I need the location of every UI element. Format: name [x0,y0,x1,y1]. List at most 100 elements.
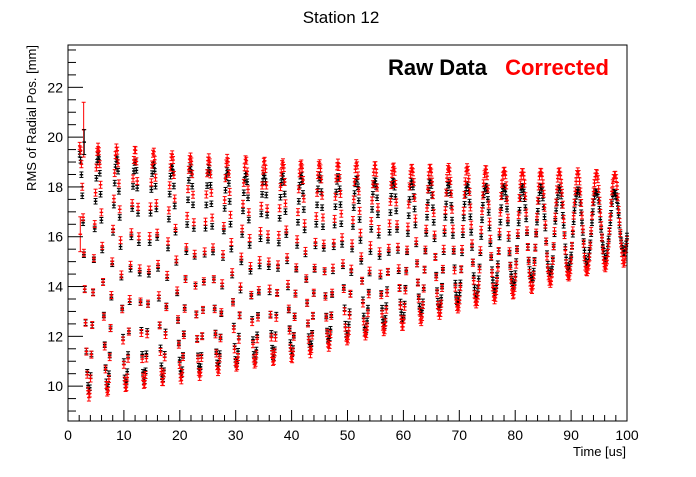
data-point-corrected [448,176,453,185]
data-point-corrected [479,225,484,234]
data-point-corrected [477,265,482,274]
data-point-corrected [460,224,465,233]
data-point-corrected [280,158,285,167]
data-point-raw-data [579,209,584,216]
x-tick-label: 60 [396,427,412,443]
data-point-corrected [77,141,82,150]
data-point-corrected [156,259,161,268]
data-point-corrected [318,164,323,173]
data-point-corrected [91,254,96,263]
data-point-corrected [283,199,288,208]
data-point-corrected [197,372,202,381]
data-point-corrected [392,167,397,176]
data-point-corrected [323,292,328,301]
data-point-corrected [111,194,116,203]
data-point-corrected [311,288,316,297]
data-point-corrected [235,362,240,371]
data-point-raw-data [487,224,492,232]
data-point-raw-data [147,239,152,246]
data-point-corrected [254,350,259,359]
data-point-corrected [205,169,210,178]
data-point-corrected [86,393,91,402]
data-point-raw-data [277,215,282,222]
data-point-corrected [530,286,535,294]
data-point-corrected [413,214,418,223]
data-point-raw-data [260,191,265,198]
data-point-corrected [415,278,420,287]
data-point-corrected [424,224,429,233]
data-point-corrected [202,247,207,256]
data-point-raw-data [444,200,449,208]
data-point-corrected [159,367,164,376]
data-point-corrected [220,250,225,259]
data-point-corrected [515,245,520,254]
data-point-corrected [370,196,375,205]
data-point-corrected [96,142,101,151]
data-point-raw-data [376,231,381,239]
data-point-corrected [495,276,500,285]
data-point-corrected [497,227,502,236]
data-point-raw-data [208,181,213,189]
data-point-corrected [259,201,264,210]
data-point-corrected [184,243,189,252]
data-point-corrected [608,212,613,221]
data-point-raw-data [357,216,362,223]
data-point-corrected [226,169,231,178]
data-point-corrected [336,163,341,171]
data-point-corrected [506,231,511,240]
data-point-corrected [214,349,219,358]
data-point-corrected [244,156,249,165]
data-point-corrected [230,268,235,277]
data-point-corrected [275,260,280,269]
data-point-corrected [186,165,191,174]
data-point-raw-data [573,198,578,206]
data-point-corrected [245,167,250,176]
data-point-corrected [567,271,572,280]
data-point-corrected [569,241,574,250]
data-point-corrected [393,180,398,189]
data-point-corrected [321,239,326,248]
data-point-corrected [530,281,535,290]
data-point-corrected [112,169,117,178]
y-tick-label: 22 [47,79,63,95]
data-point-raw-data [129,233,134,241]
data-point-corrected [609,187,614,196]
data-point-raw-data [375,211,380,218]
data-point-corrected [385,288,390,297]
data-point-corrected [315,188,320,197]
data-point-corrected [166,206,171,215]
data-point-corrected [97,160,102,169]
data-point-corrected [340,259,345,268]
data-point-corrected [121,360,126,369]
data-point-raw-data [276,239,281,247]
data-point-corrected [151,147,156,156]
data-point-corrected [220,279,225,288]
data-point-corrected [121,336,126,345]
data-point-raw-data [79,171,84,178]
data-point-raw-data [301,206,306,213]
data-point-corrected [513,273,518,282]
data-point-raw-data [241,189,246,197]
data-point-corrected [314,212,319,221]
data-point-corrected [305,298,310,307]
data-point-corrected [176,315,181,324]
data-point-corrected [152,155,157,164]
data-point-corrected [423,245,428,254]
data-point-corrected [341,285,346,294]
data-point-raw-data [355,183,360,190]
data-point-corrected [79,160,84,169]
data-point-corrected [285,279,290,288]
data-point-corrected [268,310,273,319]
data-point-corrected [577,177,582,186]
data-point-corrected [487,217,492,226]
data-point-corrected [475,297,480,306]
data-point-raw-data [209,200,214,208]
data-point-raw-data [186,196,191,204]
data-point-raw-data [449,202,454,209]
data-point-corrected [505,213,510,222]
data-point-corrected [459,265,464,274]
data-point-corrected [598,209,603,218]
data-point-corrected [370,180,375,189]
data-point-corrected [360,299,365,308]
